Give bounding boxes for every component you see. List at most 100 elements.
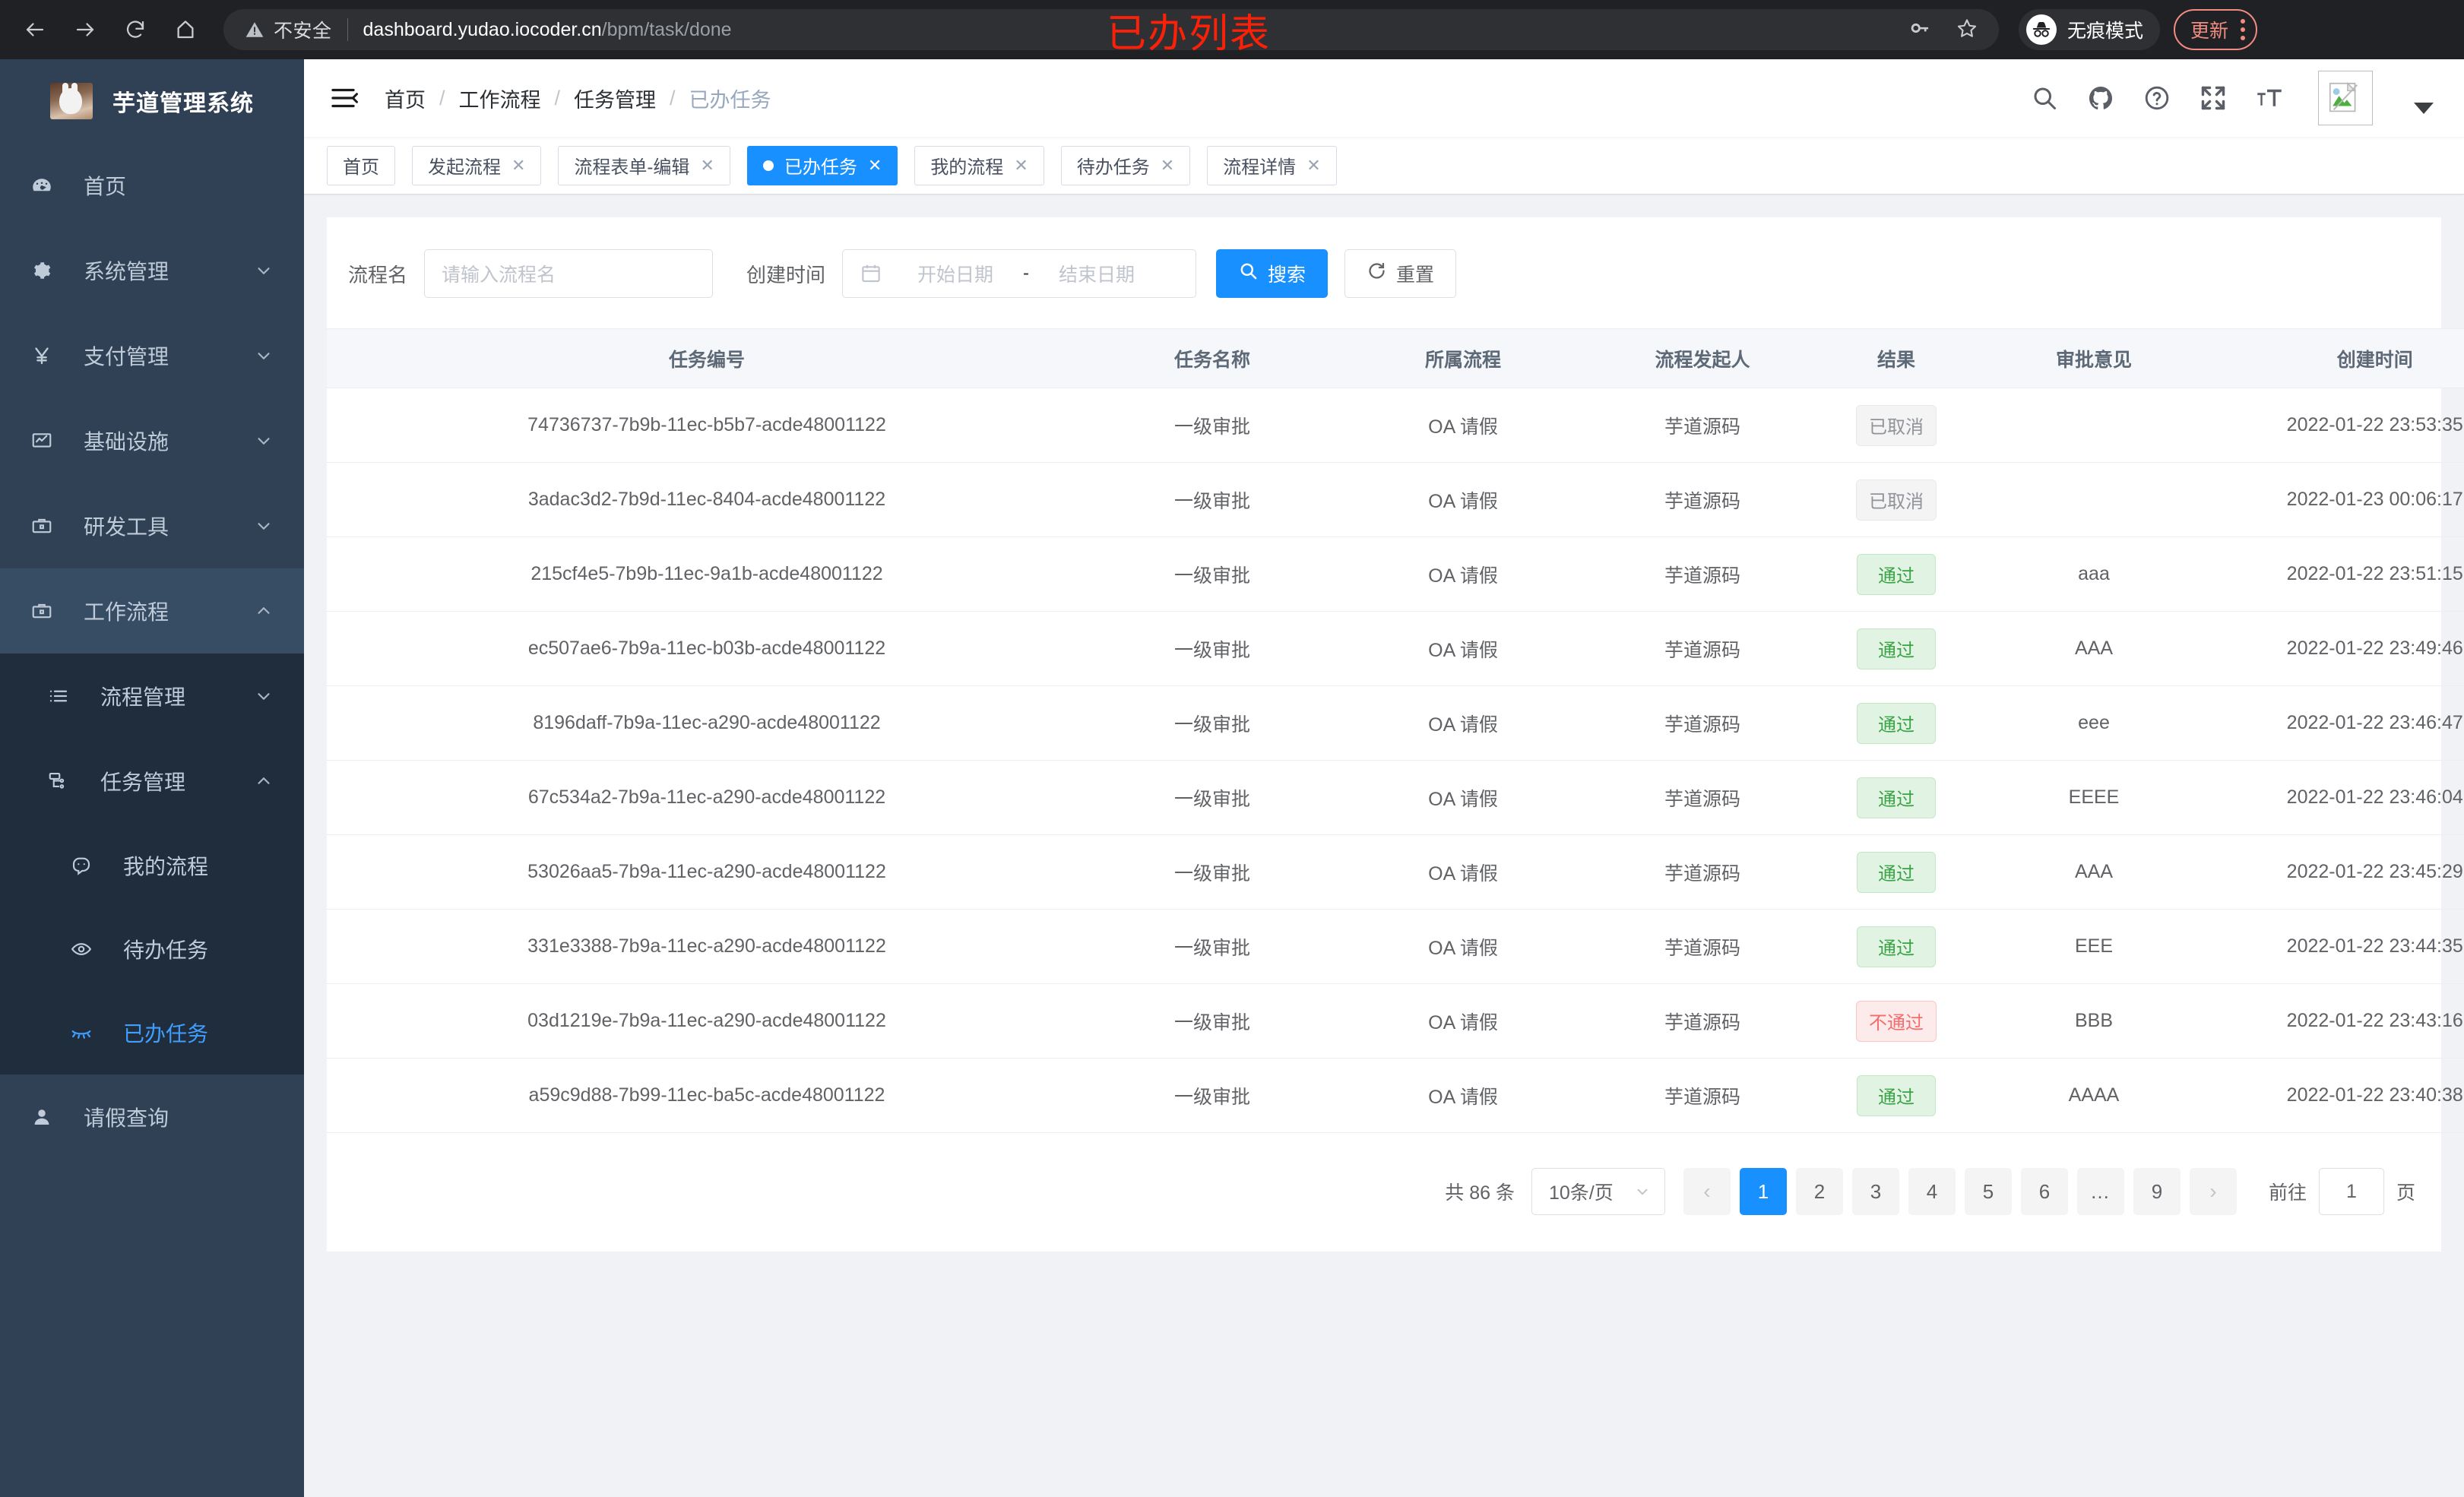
breadcrumb-item-home[interactable]: 首页 <box>385 88 426 112</box>
sidebar-item-leave-query[interactable]: 请假查询 <box>0 1074 304 1160</box>
sidebar-item-workflow[interactable]: 工作流程 <box>0 568 304 654</box>
back-arrow-icon[interactable] <box>14 8 56 51</box>
status-badge: 已取消 <box>1856 404 1937 446</box>
cell-task-id: 8196daff-7b9a-11ec-a290-acde48001122 <box>327 685 1087 761</box>
tab-start-process[interactable]: 发起流程 ✕ <box>412 145 542 185</box>
caret-down-icon[interactable] <box>2414 102 2434 114</box>
pagination-prev-button[interactable]: ‹ <box>1683 1168 1731 1215</box>
pagination-total: 共 86 条 <box>1445 1182 1515 1204</box>
breadcrumb-item-workflow[interactable]: 工作流程 <box>458 88 541 112</box>
table-row[interactable]: 215cf4e5-7b9b-11ec-9a1b-acde48001122 一级审批… <box>327 536 2464 612</box>
chevron-down-icon <box>254 346 274 366</box>
pagination-page-5[interactable]: 5 <box>1964 1168 2012 1215</box>
breadcrumb-separator: / <box>439 86 445 109</box>
column-header-task-name: 任务名称 <box>1087 328 1338 388</box>
tab-todo-tasks[interactable]: 待办任务 ✕ <box>1060 145 1191 185</box>
table-row[interactable]: 74736737-7b9b-11ec-b5b7-acde48001122 一级审批… <box>327 388 2464 463</box>
sidebar-item-home[interactable]: 首页 <box>0 143 304 228</box>
app-logo <box>50 83 93 119</box>
close-icon[interactable]: ✕ <box>700 155 714 175</box>
table-row[interactable]: ec507ae6-7b9a-11ec-b03b-acde48001122 一级审批… <box>327 611 2464 686</box>
close-icon[interactable]: ✕ <box>867 155 882 175</box>
status-badge: 通过 <box>1857 851 1936 893</box>
close-icon[interactable]: ✕ <box>1014 155 1028 175</box>
sidebar-item-devtools[interactable]: 研发工具 <box>0 483 304 568</box>
avatar[interactable] <box>2318 71 2373 125</box>
fullscreen-icon[interactable] <box>2200 84 2227 112</box>
key-icon[interactable] <box>1909 17 1930 43</box>
tab-done-tasks[interactable]: 已办任务 ✕ <box>746 145 898 185</box>
tab-process-detail[interactable]: 流程详情 ✕ <box>1207 145 1337 185</box>
sidebar-item-my-process[interactable]: 我的流程 <box>0 824 304 907</box>
status-badge: 已取消 <box>1856 479 1937 521</box>
sidebar-item-done-tasks[interactable]: 已办任务 <box>0 991 304 1074</box>
brand-header[interactable]: 芋道管理系统 <box>0 59 304 143</box>
forward-arrow-icon[interactable] <box>64 8 106 51</box>
help-circle-icon[interactable] <box>2143 84 2171 112</box>
breadcrumb-item-task-management[interactable]: 任务管理 <box>574 88 657 112</box>
table-row[interactable]: 8196daff-7b9a-11ec-a290-acde48001122 一级审批… <box>327 685 2464 761</box>
table-row[interactable]: 53026aa5-7b9a-11ec-a290-acde48001122 一级审批… <box>327 834 2464 910</box>
search-icon[interactable] <box>2031 84 2058 112</box>
reset-button[interactable]: 重置 <box>1344 249 1457 298</box>
three-dot-menu-icon[interactable] <box>2241 19 2246 40</box>
update-button[interactable]: 更新 <box>2174 9 2258 50</box>
pagination-page-2[interactable]: 2 <box>1795 1168 1843 1215</box>
table-header-row: 任务编号 任务名称 所属流程 流程发起人 结果 审批意见 创建时间 操作 <box>327 328 2464 388</box>
star-icon[interactable] <box>1956 17 1978 43</box>
table-row[interactable]: 03d1219e-7b9a-11ec-a290-acde48001122 一级审批… <box>327 983 2464 1059</box>
cell-comment <box>1976 462 2212 537</box>
sidebar-item-infrastructure[interactable]: 基础设施 <box>0 398 304 483</box>
breadcrumb-separator: / <box>670 86 676 109</box>
briefcase-icon <box>30 600 68 622</box>
cell-task-name: 一级审批 <box>1087 462 1338 537</box>
tab-home[interactable]: 首页 <box>327 145 395 185</box>
address-bar[interactable]: 不安全 dashboard.yudao.iocoder.cn/bpm/task/… <box>223 9 1999 50</box>
status-badge: 不通过 <box>1856 1000 1937 1042</box>
date-range-picker[interactable]: 开始日期 - 结束日期 <box>842 249 1197 298</box>
table-row[interactable]: 67c534a2-7b9a-11ec-a290-acde48001122 一级审批… <box>327 760 2464 835</box>
close-icon[interactable]: ✕ <box>511 155 526 175</box>
sidebar-item-process-management[interactable]: 流程管理 <box>0 654 304 739</box>
jump-page-input[interactable]: 1 <box>2318 1168 2384 1215</box>
cell-task-id: 3adac3d2-7b9d-11ec-8404-acde48001122 <box>327 462 1087 537</box>
search-button[interactable]: 搜索 <box>1216 249 1329 298</box>
cell-task-name: 一级审批 <box>1087 983 1338 1059</box>
sidebar-label: 支付管理 <box>84 345 169 369</box>
content-area: 流程名 请输入流程名 创建时间 开始日期 - 结束日期 搜索 <box>304 195 2464 1252</box>
cell-created-time: 2022-01-22 23:53:35 <box>2212 388 2464 463</box>
reload-icon[interactable] <box>114 8 157 51</box>
tab-my-process[interactable]: 我的流程 ✕ <box>914 145 1044 185</box>
tab-process-form-edit[interactable]: 流程表单-编辑 ✕ <box>558 145 730 185</box>
page-size-select[interactable]: 10条/页 <box>1531 1168 1665 1215</box>
sidebar-submenu-workflow: 流程管理 任务管理 我的流程 待办任务 已办任务 <box>0 654 304 1074</box>
incognito-indicator[interactable]: 无痕模式 <box>2019 9 2161 50</box>
cell-comment: EEEE <box>1976 760 2212 835</box>
close-icon[interactable]: ✕ <box>1160 155 1175 175</box>
sidebar-item-task-management[interactable]: 任务管理 <box>0 739 304 824</box>
sidebar-label: 请假查询 <box>84 1106 169 1130</box>
url-path: /bpm/task/done <box>601 18 732 40</box>
font-size-icon[interactable] <box>2256 84 2283 112</box>
eye-closed-icon <box>70 1021 108 1044</box>
sidebar-item-payment[interactable]: 支付管理 <box>0 313 304 398</box>
pagination-more-button[interactable]: … <box>2076 1168 2124 1215</box>
search-input[interactable]: 请输入流程名 <box>424 249 714 298</box>
hamburger-icon[interactable] <box>327 81 362 116</box>
navbar-actions <box>2031 71 2434 125</box>
cell-task-id: 67c534a2-7b9a-11ec-a290-acde48001122 <box>327 760 1087 835</box>
pagination-next-button[interactable]: › <box>2189 1168 2237 1215</box>
home-icon[interactable] <box>164 8 207 51</box>
close-icon[interactable]: ✕ <box>1306 155 1321 175</box>
pagination-page-4[interactable]: 4 <box>1908 1168 1956 1215</box>
table-row[interactable]: a59c9d88-7b99-11ec-ba5c-acde48001122 一级审批… <box>327 1058 2464 1133</box>
pagination-page-1[interactable]: 1 <box>1739 1168 1787 1215</box>
pagination-page-9[interactable]: 9 <box>2133 1168 2181 1215</box>
table-row[interactable]: 3adac3d2-7b9d-11ec-8404-acde48001122 一级审批… <box>327 462 2464 537</box>
pagination-page-3[interactable]: 3 <box>1851 1168 1899 1215</box>
table-row[interactable]: 331e3388-7b9a-11ec-a290-acde48001122 一级审批… <box>327 909 2464 984</box>
pagination-page-6[interactable]: 6 <box>2020 1168 2068 1215</box>
github-icon[interactable] <box>2087 84 2114 112</box>
sidebar-item-system[interactable]: 系统管理 <box>0 228 304 313</box>
sidebar-item-todo-tasks[interactable]: 待办任务 <box>0 907 304 991</box>
